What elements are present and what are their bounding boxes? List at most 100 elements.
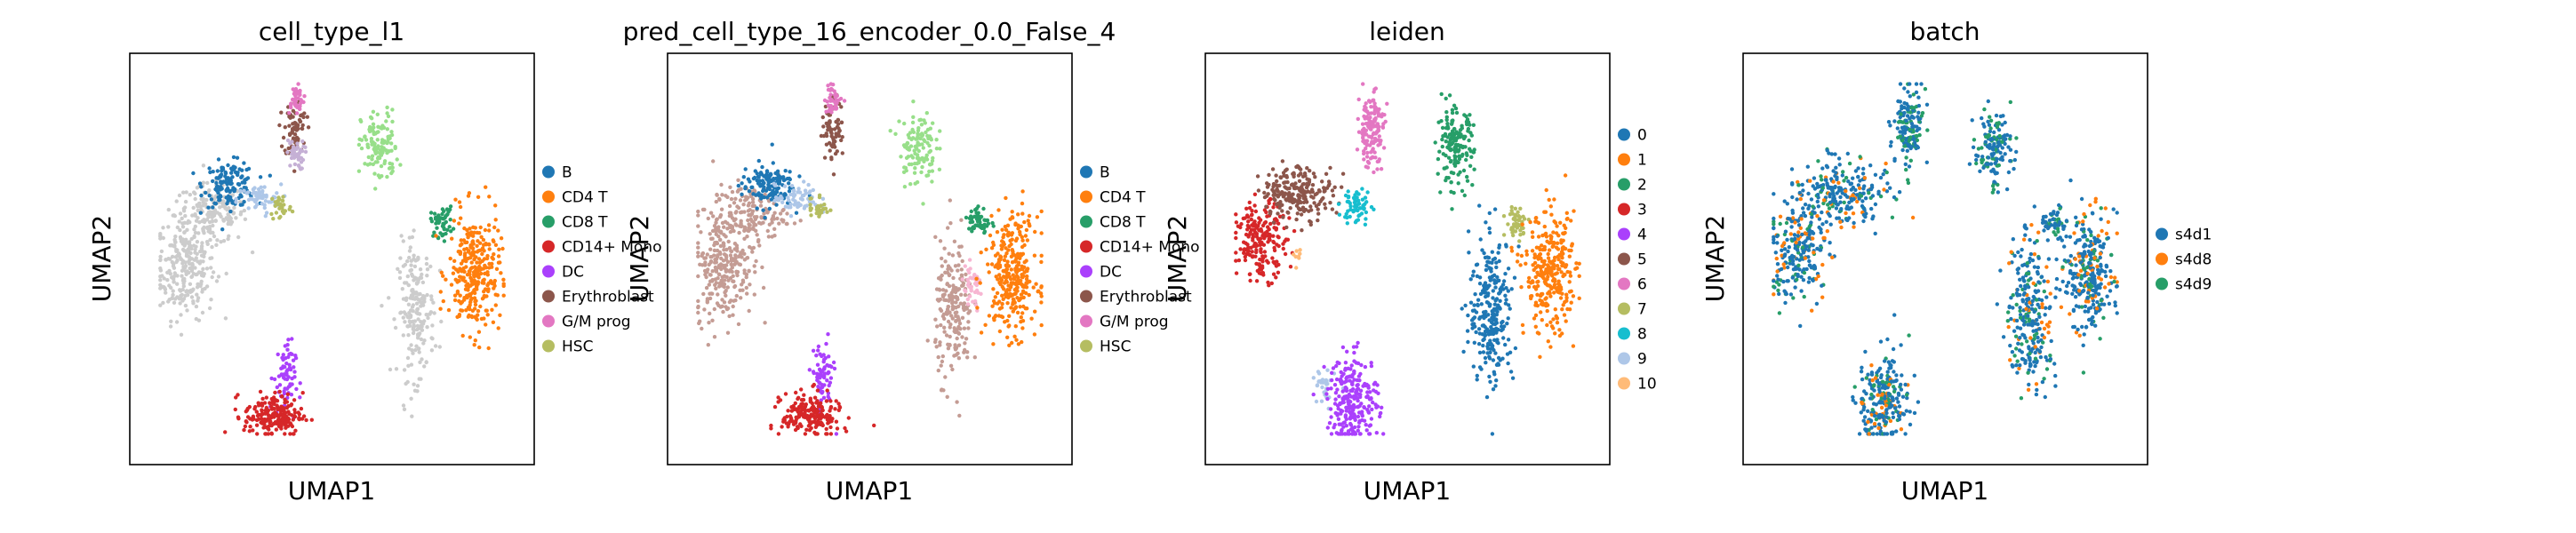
scatter-point: [1255, 268, 1260, 274]
scatter-point: [948, 310, 952, 314]
scatter-point: [1385, 101, 1389, 107]
scatter-point: [1467, 251, 1471, 255]
scatter-point: [165, 278, 170, 282]
scatter-point: [734, 293, 739, 298]
scatter-point: [196, 216, 200, 220]
scatter-point: [1039, 253, 1044, 258]
scatter-point: [1345, 215, 1349, 220]
scatter-point: [1297, 196, 1301, 201]
scatter-point: [214, 180, 219, 186]
scatter-point: [1013, 305, 1019, 309]
scatter-point: [1264, 210, 1268, 215]
scatter-point: [283, 400, 287, 405]
scatter-point: [219, 172, 224, 177]
scatter-point: [269, 211, 274, 217]
legend-marker: [1080, 190, 1092, 203]
scatter-point: [424, 256, 429, 261]
scatter-point: [405, 355, 411, 361]
scatter-point: [789, 184, 795, 188]
scatter-point: [1243, 254, 1248, 259]
scatter-point: [696, 241, 700, 245]
scatter-point: [1280, 209, 1284, 213]
y-axis-label: UMAP2: [87, 215, 116, 303]
scatter-point: [175, 225, 180, 230]
scatter-point: [989, 213, 994, 219]
scatter-point: [746, 203, 751, 208]
scatter-point: [794, 420, 798, 426]
scatter-point: [956, 318, 962, 322]
scatter-point: [787, 176, 792, 181]
scatter-point: [430, 323, 435, 328]
scatter-point: [1020, 339, 1024, 345]
scatter-point: [385, 127, 389, 131]
scatter-point: [1261, 243, 1267, 247]
scatter-point: [389, 141, 394, 146]
scatter-point: [1364, 115, 1369, 120]
scatter-point: [393, 325, 398, 330]
scatter-point: [1457, 154, 1461, 159]
scatter-point: [193, 251, 197, 255]
scatter-point: [161, 235, 165, 241]
scatter-point: [463, 251, 468, 256]
scatter-point: [1483, 333, 1487, 338]
scatter-point: [485, 313, 490, 317]
legend-marker: [1080, 215, 1092, 228]
scatter-point: [470, 281, 476, 285]
scatter-point: [764, 188, 769, 193]
scatter-point: [829, 87, 835, 92]
scatter-point: [1527, 275, 1532, 281]
scatter-point: [985, 224, 989, 228]
scatter-point: [285, 392, 291, 396]
scatter-point: [928, 148, 933, 154]
scatter-point: [739, 224, 744, 229]
scatter-point: [1433, 140, 1437, 145]
scatter-point: [389, 162, 395, 166]
scatter-point: [1501, 336, 1506, 340]
scatter-point: [280, 365, 285, 370]
scatter-point: [175, 248, 180, 252]
scatter-point: [762, 185, 766, 189]
scatter-point: [966, 267, 971, 273]
scatter-point: [1263, 254, 1268, 259]
scatter-point: [920, 155, 924, 161]
scatter-point: [710, 277, 715, 282]
scatter-point: [1466, 229, 1471, 234]
scatter-point: [1356, 192, 1361, 196]
scatter-point: [1003, 254, 1008, 259]
scatter-point: [696, 209, 700, 214]
scatter-point: [999, 247, 1004, 251]
scatter-point: [184, 251, 189, 257]
scatter-point: [783, 169, 788, 173]
scatter-point: [196, 208, 200, 213]
scatter-point: [1477, 282, 1483, 286]
scatter-point: [719, 266, 724, 272]
scatter-point: [387, 166, 392, 171]
scatter-point: [1297, 179, 1302, 183]
scatter-point: [401, 315, 405, 320]
scatter-point: [1450, 118, 1454, 123]
scatter-point: [1469, 133, 1475, 138]
scatter-point: [213, 187, 218, 192]
scatter-point: [724, 274, 729, 279]
scatter-point: [792, 221, 797, 226]
scatter-point: [963, 341, 967, 346]
scatter-point: [955, 400, 959, 404]
scatter-point: [1368, 126, 1373, 131]
scatter-point: [1504, 298, 1508, 302]
scatter-point: [1000, 239, 1004, 243]
scatter-point: [806, 182, 811, 187]
scatter-point: [475, 260, 479, 265]
scatter-point: [969, 209, 974, 214]
scatter-point: [281, 357, 285, 362]
scatter-point: [432, 211, 437, 216]
scatter-point: [833, 95, 837, 99]
scatter-point: [292, 162, 298, 167]
scatter-point: [371, 162, 375, 167]
scatter-point: [805, 417, 811, 422]
scatter-point: [748, 223, 752, 227]
scatter-point: [803, 415, 807, 419]
scatter-point: [1562, 313, 1567, 317]
scatter-point: [916, 126, 921, 131]
scatter-point: [302, 111, 307, 115]
scatter-point: [187, 259, 191, 264]
